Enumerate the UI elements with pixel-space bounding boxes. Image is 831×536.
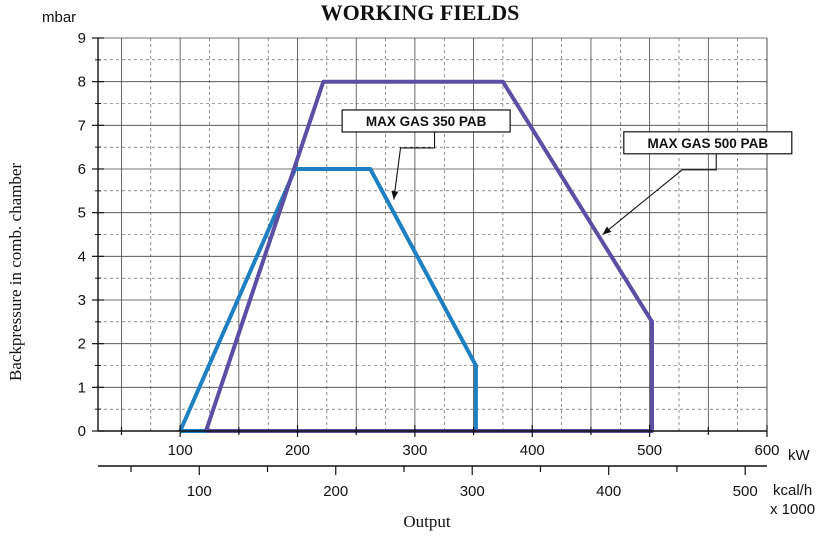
x-tick-label-kcal: 400 <box>596 483 621 500</box>
annotation-label: MAX GAS 350 PAB <box>366 114 487 129</box>
grid <box>98 37 768 431</box>
y-tick-label: 9 <box>78 30 86 47</box>
y-tick-label: 4 <box>78 248 86 265</box>
annotation-arrowhead <box>391 190 399 200</box>
annotation-leader <box>602 153 717 235</box>
x-tick-label-kw: 300 <box>402 442 427 459</box>
x-unit-secondary: kcal/h <box>773 482 812 499</box>
annotation-box <box>341 109 511 133</box>
x-tick-label-kcal: 200 <box>323 483 348 500</box>
annotation-label: MAX GAS 500 PAB <box>648 136 769 151</box>
annotations: MAX GAS 350 PAB MAX GAS 500 PAB <box>341 109 793 235</box>
annotation-arrowhead <box>602 226 612 235</box>
x-tick-label-kw: 100 <box>168 442 193 459</box>
y-tick-label: 1 <box>78 379 86 396</box>
annotation-leader <box>393 131 436 200</box>
y-tick-label: 8 <box>78 74 86 91</box>
y-tick-label: 0 <box>78 423 86 440</box>
x-tick-label-kw: 500 <box>637 442 662 459</box>
y-unit-label: mbar <box>42 9 76 26</box>
annotation-max-gas-500-pab: MAX GAS 500 PAB <box>602 131 793 235</box>
annotation-box <box>623 131 793 155</box>
x-tick-label-kcal: 300 <box>460 483 485 500</box>
annotation-max-gas-350-pab: MAX GAS 350 PAB <box>341 109 511 200</box>
y-tick-label: 7 <box>78 117 86 134</box>
x-unit-primary: kW <box>788 447 811 464</box>
x-tick-label-kw: 400 <box>520 442 545 459</box>
y-tick-label: 5 <box>78 205 86 222</box>
y-tick-label: 2 <box>78 336 86 353</box>
y-tick-label: 3 <box>78 292 86 309</box>
y-axis-label: Backpressure in comb. chamber <box>6 163 25 381</box>
x-axis-label: Output <box>403 512 451 531</box>
chart-title: WORKING FIELDS <box>321 0 520 25</box>
x-tick-label-kw: 600 <box>754 442 779 459</box>
x-unit-secondary-multiplier: x 1000 <box>770 501 815 518</box>
y-tick-label: 6 <box>78 161 86 178</box>
x-tick-label-kw: 200 <box>285 442 310 459</box>
x-tick-label-kcal: 500 <box>733 483 758 500</box>
x-tick-label-kcal: 100 <box>187 483 212 500</box>
axes: 0 1 2 3 4 5 6 7 8 9 100 200 300 400 500 600 100 200 300 400… <box>78 30 780 500</box>
